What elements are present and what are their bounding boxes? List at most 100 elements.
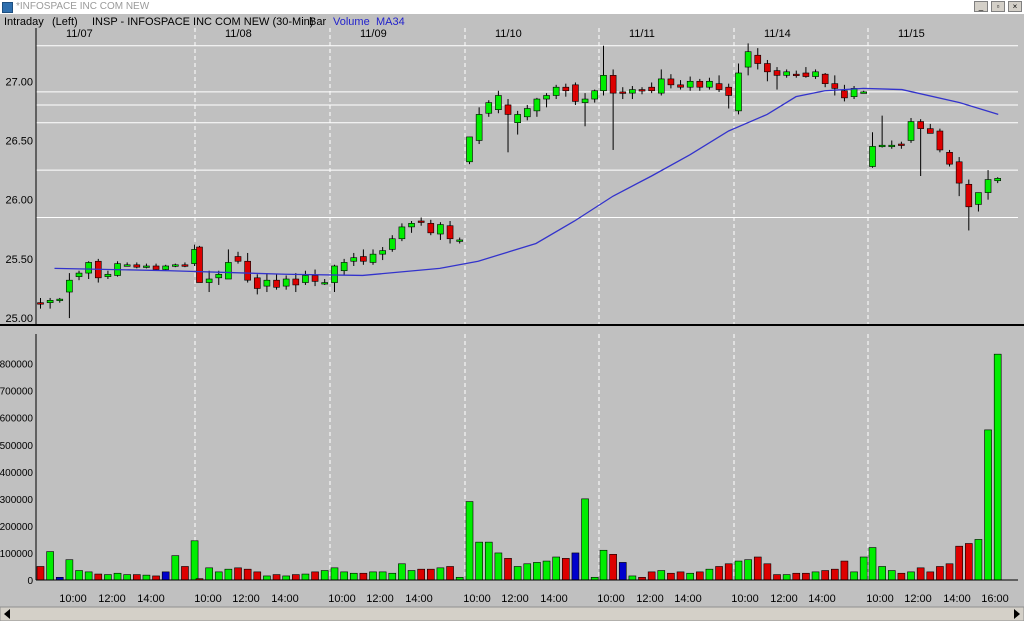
candle-body	[581, 98, 589, 103]
restore-button[interactable]: ▫	[991, 1, 1005, 12]
candle	[926, 123, 934, 134]
volume-bar	[715, 566, 723, 581]
candle-body	[331, 265, 338, 283]
volume-bar	[984, 429, 992, 581]
volume-pane: 0 100000 200000 300000 400000 500000 600000 700…	[0, 334, 1018, 605]
volume-bar	[974, 539, 983, 581]
candle	[667, 74, 675, 89]
volume-bar	[840, 560, 849, 581]
volume-bar	[113, 572, 122, 581]
horizontal-scrollbar[interactable]	[0, 606, 1024, 621]
candle	[591, 89, 598, 103]
symbol-label: INSP - INFOSPACE INC COM NEW (30-Min)	[92, 16, 313, 28]
scroll-right-icon[interactable]	[1014, 609, 1020, 619]
candle-body	[706, 80, 713, 88]
candle-body	[638, 89, 646, 92]
volume-bar	[94, 573, 103, 581]
volume-bar	[628, 575, 637, 581]
time-label: 12:00	[98, 593, 126, 605]
candle-body	[466, 136, 473, 163]
candle-body	[648, 86, 655, 92]
volume-tick-label: 200000	[0, 522, 33, 533]
volume-bar	[291, 574, 300, 581]
time-label: 12:00	[232, 593, 260, 605]
candle-body	[360, 256, 367, 262]
volume-tick-label: 100000	[0, 549, 33, 560]
scroll-left-icon[interactable]	[4, 609, 10, 619]
volume-bar	[171, 555, 180, 581]
volume-bar	[667, 572, 675, 581]
time-label: 14:00	[674, 593, 702, 605]
candle	[466, 136, 473, 165]
volume-bar	[301, 573, 310, 581]
candle	[802, 67, 810, 78]
candle-body	[66, 279, 73, 293]
candle	[302, 270, 309, 285]
volume-bar	[734, 560, 743, 581]
volume-bar	[868, 547, 877, 581]
candle-body	[350, 257, 358, 262]
volume-bar	[926, 571, 935, 581]
volume-bar	[821, 570, 829, 581]
candle	[162, 264, 169, 271]
candle-body	[398, 226, 406, 240]
candle-body	[340, 262, 348, 272]
volume-tick-label: 500000	[0, 441, 33, 452]
volume-bar	[243, 568, 252, 581]
volume-bar	[618, 562, 627, 581]
time-label: 14:00	[137, 593, 165, 605]
candle-body	[629, 89, 636, 94]
volume-bar	[123, 574, 131, 581]
volume-bar	[282, 575, 290, 581]
volume-bar	[552, 556, 560, 581]
candle-body	[533, 98, 541, 112]
volume-bar	[417, 568, 425, 581]
candle-body	[437, 224, 444, 235]
candle	[581, 93, 589, 127]
candle	[143, 263, 150, 269]
candle-body	[273, 279, 280, 288]
volume-bar	[859, 556, 868, 581]
volume-bar	[253, 571, 262, 581]
close-button[interactable]: ×	[1008, 1, 1022, 12]
candle-body	[388, 238, 396, 250]
candle	[427, 219, 435, 236]
candle	[196, 245, 203, 283]
volume-bar	[378, 571, 387, 581]
candle	[523, 104, 531, 121]
minimize-button[interactable]: _	[974, 1, 988, 12]
volume-bar	[330, 567, 339, 581]
volume-bar	[104, 574, 112, 581]
candle-body	[379, 250, 386, 255]
volume-legend: Volume	[333, 16, 370, 28]
candle-body	[263, 279, 271, 287]
candle-body	[282, 278, 290, 287]
window-title: *INFOSPACE INC COM NEW	[16, 1, 150, 12]
volume-bar	[533, 562, 541, 581]
candle	[619, 87, 627, 100]
candle	[955, 157, 963, 197]
volume-bar	[705, 568, 714, 581]
volume-bar	[647, 571, 656, 581]
volume-bar	[936, 566, 944, 581]
candle	[609, 69, 617, 150]
candle	[215, 270, 223, 285]
candle-body	[802, 72, 810, 77]
candle-body	[926, 128, 934, 134]
candle	[657, 69, 665, 96]
volume-bar	[436, 567, 445, 581]
candle	[543, 93, 550, 108]
candle	[975, 192, 982, 212]
time-label: 10:00	[194, 593, 222, 605]
candle-body	[984, 179, 992, 193]
date-label: 11/14	[764, 28, 791, 40]
date-label: 11/09	[360, 28, 387, 40]
candle	[984, 170, 992, 200]
candle-body	[841, 90, 848, 99]
candle-body	[446, 225, 454, 240]
candle	[898, 141, 905, 149]
candle-body	[907, 121, 915, 141]
volume-bar	[830, 568, 839, 581]
date-label: 11/08	[225, 28, 252, 40]
candle-body	[744, 51, 752, 68]
